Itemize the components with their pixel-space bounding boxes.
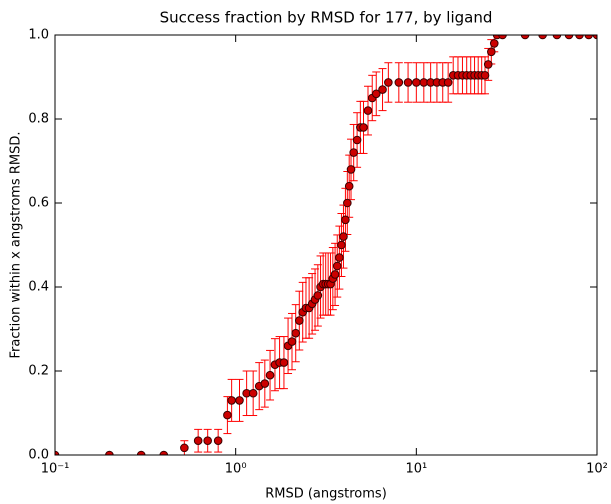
data-point bbox=[403, 78, 413, 87]
data-point bbox=[480, 71, 490, 80]
data-point bbox=[412, 78, 421, 87]
data-point bbox=[352, 135, 362, 145]
data-point bbox=[363, 106, 373, 115]
data-point bbox=[378, 85, 387, 94]
y-tick-label: 0.6 bbox=[28, 196, 49, 211]
y-tick-label: 0.4 bbox=[28, 280, 49, 295]
x-tick-label: 10² bbox=[586, 462, 608, 477]
data-point bbox=[359, 123, 368, 132]
data-point bbox=[330, 270, 340, 279]
data-point bbox=[337, 240, 346, 250]
data-point bbox=[371, 89, 381, 99]
data-point bbox=[227, 396, 236, 405]
y-tick-label: 1.0 bbox=[28, 28, 49, 43]
data-point bbox=[291, 328, 301, 338]
data-point bbox=[384, 78, 393, 87]
data-point bbox=[483, 60, 493, 69]
data-point bbox=[294, 316, 304, 325]
data-point bbox=[443, 78, 453, 87]
data-point bbox=[203, 436, 212, 446]
data-point bbox=[223, 410, 232, 420]
data-point bbox=[136, 450, 146, 455]
data-point bbox=[344, 181, 354, 191]
data-point bbox=[332, 261, 342, 271]
x-tick-label: 10⁰ bbox=[225, 462, 247, 477]
data-point bbox=[487, 47, 496, 57]
y-axis-label: Fraction within x angstroms RMSD. bbox=[9, 132, 24, 359]
data-point bbox=[105, 450, 114, 455]
data-point bbox=[394, 78, 404, 87]
data-point bbox=[313, 291, 323, 300]
x-tick-label: 10⁻¹ bbox=[41, 462, 70, 477]
data-point bbox=[339, 232, 348, 241]
data-point bbox=[260, 379, 270, 388]
data-point bbox=[213, 436, 223, 446]
data-point bbox=[235, 396, 244, 405]
data-point bbox=[180, 443, 189, 453]
data-point bbox=[279, 358, 289, 367]
data-point bbox=[287, 337, 297, 346]
data-point bbox=[159, 450, 169, 455]
data-point bbox=[248, 388, 258, 398]
y-tick-label: 0.0 bbox=[28, 448, 49, 463]
plot-area bbox=[55, 35, 597, 455]
data-point bbox=[343, 198, 352, 208]
y-tick-label: 0.8 bbox=[28, 112, 49, 127]
plot-frame bbox=[54, 34, 598, 456]
chart-title: Success fraction by RMSD for 177, by lig… bbox=[160, 9, 493, 27]
data-point bbox=[346, 165, 356, 174]
x-tick-label: 10¹ bbox=[405, 462, 427, 477]
x-axis-label: RMSD (angstroms) bbox=[265, 487, 387, 502]
y-tick-label: 0.2 bbox=[28, 364, 49, 379]
data-point bbox=[265, 370, 275, 380]
data-point bbox=[341, 215, 350, 225]
data-point bbox=[349, 148, 358, 157]
data-point bbox=[193, 436, 203, 446]
data-point bbox=[335, 253, 344, 262]
data-point bbox=[489, 39, 499, 48]
